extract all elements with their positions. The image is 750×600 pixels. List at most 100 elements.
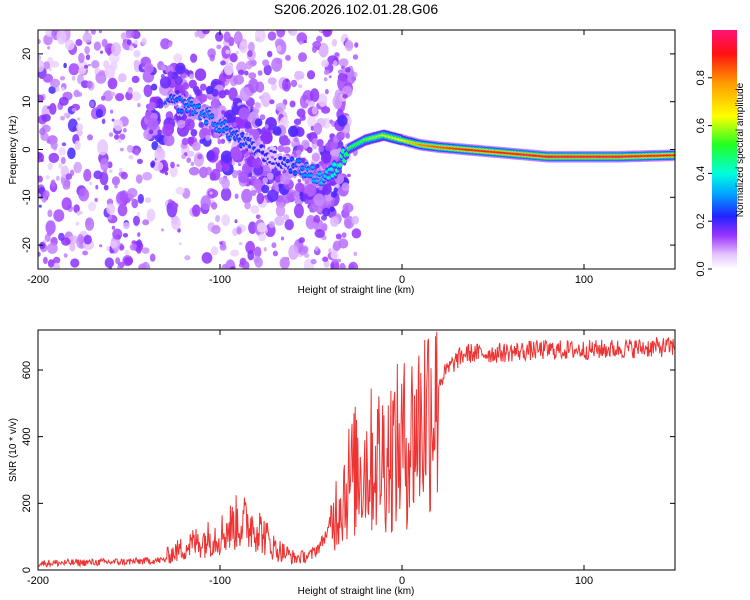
noise-blob <box>211 98 221 109</box>
noise-blob <box>99 50 104 54</box>
noise-blob <box>86 80 93 89</box>
x-tick-label: 0 <box>399 575 405 587</box>
ridge-segment <box>209 114 215 118</box>
x-tick-label: 100 <box>575 575 593 587</box>
noise-blob <box>303 40 307 44</box>
noise-blob <box>308 100 315 107</box>
noise-blob <box>323 77 328 82</box>
noise-blob <box>186 157 192 164</box>
noise-blob <box>295 149 302 156</box>
noise-blob <box>94 197 98 203</box>
noise-blob <box>110 109 114 114</box>
noise-blob <box>76 91 83 97</box>
noise-blob <box>145 64 153 73</box>
noise-blob <box>333 60 338 66</box>
noise-blob <box>181 154 187 160</box>
noise-blob <box>336 131 345 141</box>
noise-blob <box>159 76 172 89</box>
noise-blob <box>237 162 242 167</box>
noise-blob <box>257 70 263 76</box>
noise-blob <box>194 68 207 81</box>
noise-blob <box>131 91 142 101</box>
noise-blob <box>221 214 231 226</box>
noise-blob <box>125 34 131 39</box>
x-tick-label: -100 <box>209 274 231 286</box>
noise-blob <box>47 209 53 218</box>
noise-blob <box>274 216 285 226</box>
noise-blob <box>341 182 350 192</box>
noise-blob <box>259 114 266 121</box>
noise-blob <box>339 262 346 269</box>
noise-blob <box>190 161 195 167</box>
noise-blob <box>187 136 195 145</box>
ridge-segment <box>310 166 315 169</box>
noise-blob <box>205 85 214 95</box>
noise-blob <box>58 147 66 156</box>
noise-blob <box>58 162 63 169</box>
noise-blob <box>83 168 92 182</box>
noise-blob <box>199 93 208 103</box>
noise-blob <box>115 93 125 102</box>
noise-blob <box>61 197 72 211</box>
noise-blob <box>313 193 325 206</box>
noise-blob <box>236 61 247 74</box>
noise-blob <box>76 117 81 121</box>
noise-blob <box>136 239 143 249</box>
noise-blob <box>201 30 210 35</box>
colorbar-tick-label: 0.4 <box>695 166 707 181</box>
noise-blob <box>239 86 251 102</box>
ridge-segment <box>337 163 343 167</box>
noise-blob <box>288 125 299 137</box>
ridge-segment <box>224 127 229 130</box>
noise-blob <box>109 169 113 173</box>
spectrogram-heatmap <box>38 30 675 269</box>
noise-blob <box>345 132 351 139</box>
x-tick-label: -200 <box>27 274 49 286</box>
noise-blob <box>190 129 198 137</box>
noise-blob <box>262 59 270 67</box>
noise-blob <box>351 228 362 239</box>
noise-blob <box>348 261 359 269</box>
noise-blob <box>205 134 211 141</box>
noise-blob <box>150 83 158 91</box>
noise-blob <box>133 215 140 226</box>
noise-blob <box>118 73 127 83</box>
noise-blob <box>272 250 278 257</box>
noise-blob <box>141 37 147 46</box>
noise-blob <box>110 91 116 97</box>
noise-blob <box>120 32 127 40</box>
noise-blob <box>306 70 316 80</box>
noise-blob <box>123 257 133 265</box>
noise-blob <box>63 112 69 118</box>
ridge-segment <box>259 145 264 148</box>
noise-blob <box>308 203 318 213</box>
noise-blob <box>338 238 349 249</box>
noise-blob <box>169 165 178 178</box>
noise-blob <box>188 79 197 89</box>
noise-blob <box>144 197 152 203</box>
noise-blob <box>53 262 61 269</box>
noise-blob <box>88 201 97 212</box>
noise-blob <box>250 190 257 196</box>
noise-blob <box>157 129 163 135</box>
ridge-segment <box>285 159 290 163</box>
noise-blob <box>70 258 80 268</box>
noise-blob <box>141 247 150 254</box>
noise-blob <box>42 61 51 70</box>
noise-blob <box>232 122 237 128</box>
noise-blob <box>103 184 109 191</box>
noise-blob <box>331 39 338 47</box>
noise-blob <box>38 94 44 102</box>
noise-blob <box>211 168 221 181</box>
noise-blob <box>136 158 143 164</box>
noise-blob <box>167 71 174 79</box>
noise-blob <box>234 193 239 199</box>
noise-blob <box>104 64 116 79</box>
noise-blob <box>194 88 201 96</box>
noise-blob <box>325 88 329 95</box>
spectrogram-x-ticks: -200 -100 0 100 <box>27 30 593 286</box>
noise-blob <box>298 84 303 88</box>
noise-blob <box>276 30 286 38</box>
noise-blob <box>107 77 118 90</box>
noise-blob <box>90 100 95 108</box>
